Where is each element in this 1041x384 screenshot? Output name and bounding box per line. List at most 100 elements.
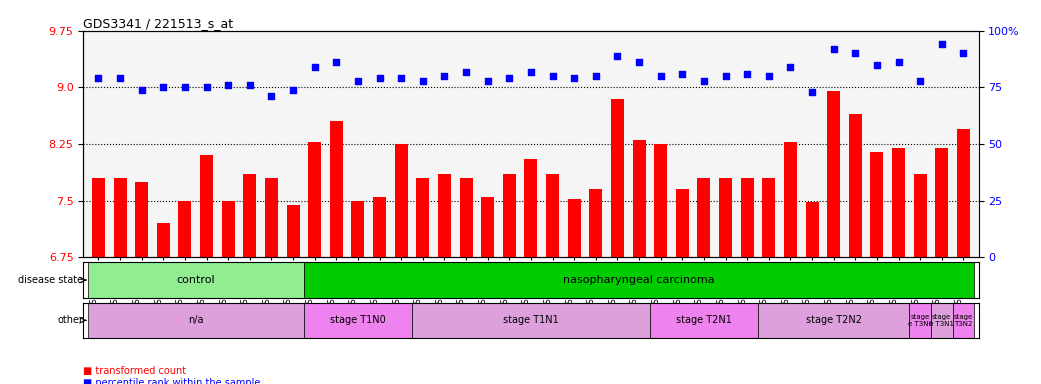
Point bbox=[242, 82, 258, 88]
Text: ■ percentile rank within the sample: ■ percentile rank within the sample bbox=[83, 378, 260, 384]
Point bbox=[609, 53, 626, 59]
Point bbox=[523, 68, 539, 74]
Bar bbox=[828, 91, 840, 257]
Text: GDS3341 / 221513_s_at: GDS3341 / 221513_s_at bbox=[83, 17, 233, 30]
Point bbox=[372, 75, 388, 81]
Bar bbox=[589, 189, 603, 257]
Bar bbox=[935, 148, 948, 257]
Bar bbox=[352, 201, 364, 257]
Text: stage
e T3N0: stage e T3N0 bbox=[908, 314, 933, 327]
FancyBboxPatch shape bbox=[87, 303, 304, 338]
Bar bbox=[373, 197, 386, 257]
Bar bbox=[611, 99, 624, 257]
Point bbox=[955, 50, 971, 56]
Text: stage
T3N2: stage T3N2 bbox=[954, 314, 973, 327]
FancyBboxPatch shape bbox=[304, 262, 974, 298]
Bar bbox=[740, 178, 754, 257]
Bar bbox=[92, 178, 105, 257]
Bar bbox=[719, 178, 732, 257]
Point bbox=[284, 87, 301, 93]
Point bbox=[436, 73, 453, 79]
Bar bbox=[264, 178, 278, 257]
Bar bbox=[438, 174, 451, 257]
Point bbox=[717, 73, 734, 79]
Bar bbox=[395, 144, 408, 257]
Point bbox=[350, 78, 366, 84]
Point bbox=[220, 82, 236, 88]
Point bbox=[847, 50, 864, 56]
Point bbox=[804, 89, 820, 95]
Point bbox=[111, 75, 128, 81]
Bar bbox=[957, 129, 970, 257]
Point bbox=[653, 73, 669, 79]
Bar bbox=[330, 121, 342, 257]
Point bbox=[761, 73, 778, 79]
Bar bbox=[157, 223, 170, 257]
Bar bbox=[244, 174, 256, 257]
Bar bbox=[222, 201, 234, 257]
Text: stage T1N1: stage T1N1 bbox=[503, 315, 559, 325]
Bar bbox=[200, 156, 213, 257]
Bar bbox=[914, 174, 926, 257]
Point bbox=[155, 84, 172, 91]
Point bbox=[501, 75, 517, 81]
Bar bbox=[525, 159, 537, 257]
Bar bbox=[762, 178, 776, 257]
Point bbox=[934, 41, 950, 47]
Bar bbox=[503, 174, 515, 257]
Bar bbox=[481, 197, 494, 257]
Point bbox=[782, 64, 798, 70]
Point bbox=[458, 68, 475, 74]
FancyBboxPatch shape bbox=[910, 303, 931, 338]
Point bbox=[392, 75, 409, 81]
Bar bbox=[654, 144, 667, 257]
Bar bbox=[308, 142, 322, 257]
Text: stage
e T3N1: stage e T3N1 bbox=[930, 314, 955, 327]
Point bbox=[566, 75, 583, 81]
Point bbox=[198, 84, 214, 91]
Bar bbox=[633, 140, 645, 257]
Point bbox=[826, 46, 842, 52]
FancyBboxPatch shape bbox=[304, 303, 412, 338]
Bar bbox=[806, 202, 818, 257]
Text: stage T1N0: stage T1N0 bbox=[330, 315, 386, 325]
Bar bbox=[892, 148, 905, 257]
Point bbox=[890, 60, 907, 66]
Bar bbox=[286, 205, 300, 257]
Point bbox=[739, 71, 756, 77]
Point bbox=[479, 78, 496, 84]
Bar bbox=[870, 152, 884, 257]
Point bbox=[587, 73, 604, 79]
Point bbox=[263, 93, 280, 99]
FancyBboxPatch shape bbox=[953, 303, 974, 338]
Point bbox=[544, 73, 561, 79]
Text: ■ transformed count: ■ transformed count bbox=[83, 366, 186, 376]
Point bbox=[177, 84, 194, 91]
Point bbox=[674, 71, 690, 77]
Point bbox=[695, 78, 712, 84]
Point bbox=[868, 62, 885, 68]
Point bbox=[133, 87, 150, 93]
Bar bbox=[416, 178, 429, 257]
Bar bbox=[178, 201, 192, 257]
Bar bbox=[113, 178, 127, 257]
FancyBboxPatch shape bbox=[87, 262, 304, 298]
FancyBboxPatch shape bbox=[931, 303, 953, 338]
Bar bbox=[459, 178, 473, 257]
Bar bbox=[135, 182, 148, 257]
Point bbox=[328, 60, 345, 66]
FancyBboxPatch shape bbox=[412, 303, 650, 338]
Point bbox=[912, 78, 929, 84]
Point bbox=[306, 64, 323, 70]
Bar bbox=[697, 178, 710, 257]
Bar bbox=[547, 174, 559, 257]
FancyBboxPatch shape bbox=[758, 303, 910, 338]
Text: other: other bbox=[57, 315, 83, 325]
FancyBboxPatch shape bbox=[650, 303, 758, 338]
Text: n/a: n/a bbox=[188, 315, 203, 325]
Point bbox=[91, 75, 107, 81]
Point bbox=[631, 60, 648, 66]
Bar bbox=[567, 199, 581, 257]
Text: stage T2N2: stage T2N2 bbox=[806, 315, 862, 325]
Bar bbox=[784, 142, 797, 257]
